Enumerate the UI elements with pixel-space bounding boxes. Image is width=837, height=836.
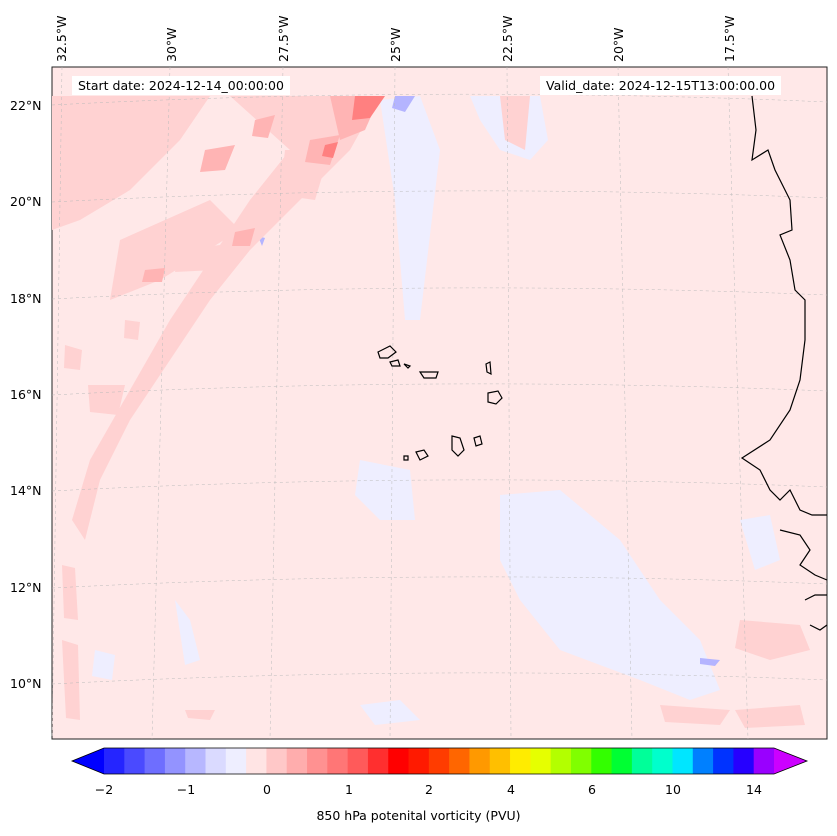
colorbar-segment: [225, 748, 247, 774]
colorbar-tick-m2: −2: [94, 782, 114, 797]
colorbar-title: 850 hPa potenital vorticity (PVU): [316, 808, 521, 823]
colorbar-extend-max: [774, 748, 807, 774]
lat-label-18n: 18°N: [10, 291, 42, 306]
colorbar-segment: [144, 748, 166, 774]
colorbar-segment: [591, 748, 613, 774]
colorbar-segment: [104, 748, 125, 774]
lon-label-27-5w: 27.5°W: [276, 15, 291, 62]
lon-label-25w: 25°W: [388, 27, 403, 62]
colorbar-tick-4: 4: [507, 782, 515, 797]
colorbar-segment: [246, 748, 267, 774]
colorbar-segment: [388, 748, 410, 774]
lat-label-22n: 22°N: [10, 98, 42, 113]
lat-label-14n: 14°N: [10, 483, 42, 498]
colorbar-segment: [733, 748, 755, 774]
colorbar-segment: [713, 748, 734, 774]
colorbar-segment: [124, 748, 146, 774]
colorbar-tick-14: 14: [746, 782, 762, 797]
colorbar-outline: [70, 747, 809, 775]
colorbar-tick-m1: −1: [176, 782, 196, 797]
lon-label-32-5w: 32.5°W: [54, 15, 69, 62]
start-date-label: Start date: 2024-12-14_00:00:00: [72, 76, 290, 95]
colorbar-segment: [489, 748, 511, 774]
colorbar-segment: [652, 748, 673, 774]
colorbar-segment: [347, 748, 369, 774]
lat-label-16n: 16°N: [10, 387, 42, 402]
colorbar-segment: [367, 748, 389, 774]
colorbar-extend-min: [72, 748, 104, 774]
lon-label-20w: 20°W: [611, 27, 626, 62]
colorbar-segment: [449, 748, 470, 774]
colorbar-segment: [266, 748, 288, 774]
colorbar-segment: [469, 748, 491, 774]
colorbar-segment: [408, 748, 430, 774]
lat-label-10n: 10°N: [10, 676, 42, 691]
colorbar-segment: [510, 748, 531, 774]
gridlines: [51, 66, 828, 740]
colorbar-segment: [428, 748, 450, 774]
colorbar-segment: [692, 748, 714, 774]
colorbar: [70, 747, 809, 775]
map-background: [51, 66, 828, 740]
lon-label-17-5w: 17.5°W: [722, 15, 737, 62]
colorbar-segment: [631, 748, 653, 774]
colorbar-tick-6: 6: [588, 782, 596, 797]
colorbar-tick-10: 10: [665, 782, 681, 797]
lat-label-20n: 20°N: [10, 194, 42, 209]
colorbar-segment: [753, 748, 775, 774]
lat-label-12n: 12°N: [10, 580, 42, 595]
colorbar-segment: [550, 748, 572, 774]
colorbar-segment: [530, 748, 552, 774]
african-coastline: [740, 95, 828, 631]
colorbar-segment: [307, 748, 328, 774]
colorbar-segment: [611, 748, 633, 774]
colorbar-segment: [185, 748, 207, 774]
colorbar-segment: [164, 748, 186, 774]
lon-label-22-5w: 22.5°W: [500, 15, 515, 62]
colorbar-segment: [570, 748, 592, 774]
valid-date-label: Valid_date: 2024-12-15T13:00:00.00: [540, 76, 782, 95]
colorbar-segment: [672, 748, 694, 774]
colorbar-segment: [205, 748, 227, 774]
colorbar-tick-2: 2: [425, 782, 433, 797]
colorbar-segment: [286, 748, 308, 774]
red-patches: [322, 96, 385, 158]
cape-verde-islands: [377, 345, 503, 461]
colorbar-tick-0: 0: [263, 782, 271, 797]
colorbar-tick-1: 1: [345, 782, 353, 797]
lon-label-30w: 30°W: [164, 27, 179, 62]
colorbar-segment: [327, 748, 349, 774]
